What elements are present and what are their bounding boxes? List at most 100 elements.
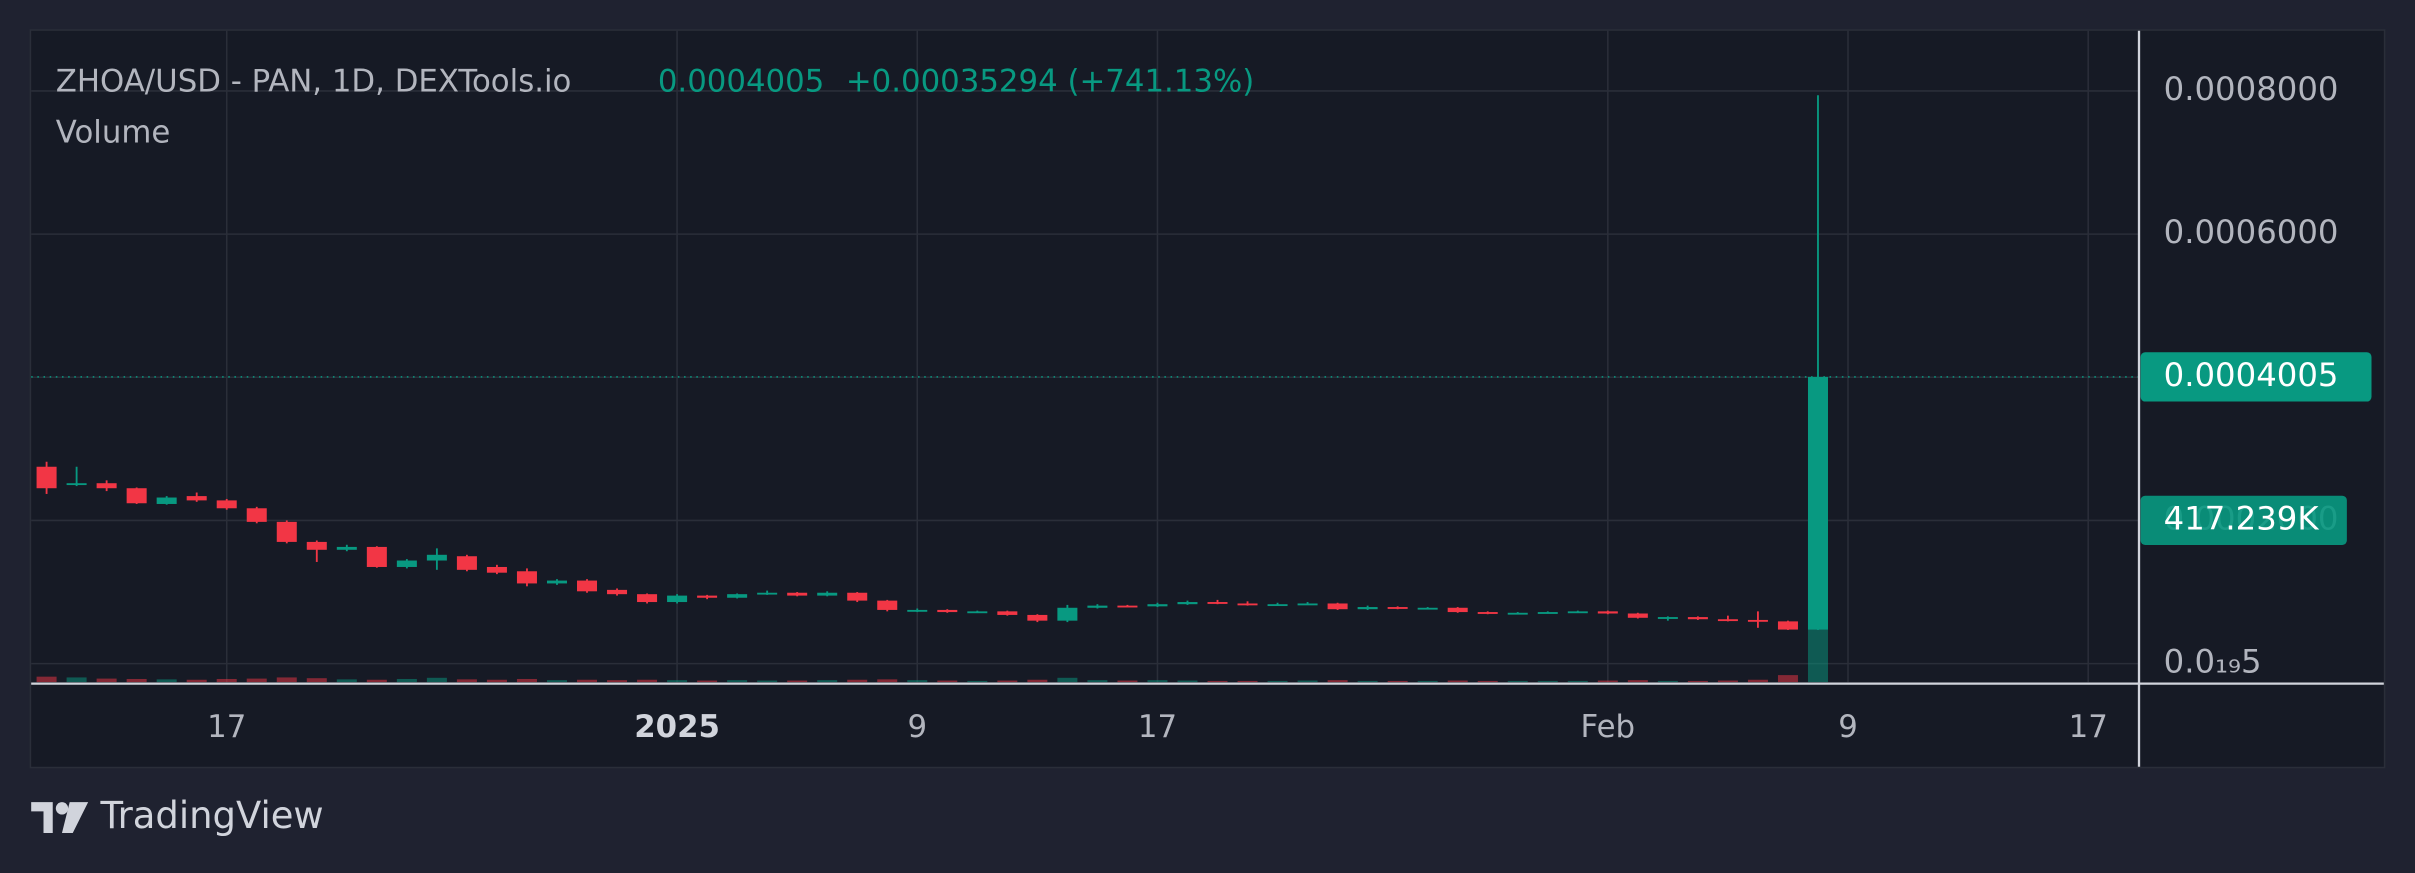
candle (1177, 600, 1198, 605)
candle-body (1627, 613, 1648, 618)
candle-body (1147, 604, 1168, 607)
candle-body (1777, 621, 1798, 630)
volume-bar (1267, 680, 1288, 683)
candle (967, 610, 988, 614)
candle-body (156, 497, 177, 504)
candle-body (697, 595, 718, 598)
candle-body (907, 609, 928, 612)
candle (1687, 616, 1708, 620)
candle (186, 492, 207, 502)
volume-bar (276, 677, 297, 683)
candle (907, 608, 928, 613)
candle (697, 594, 718, 600)
candle (1627, 612, 1648, 619)
candle-body (1567, 611, 1588, 614)
candle-body (1597, 611, 1618, 614)
candle-body (1717, 619, 1738, 622)
candle (1807, 95, 1828, 630)
candle (847, 592, 868, 603)
candle-body (607, 589, 628, 595)
candle (246, 506, 267, 524)
candle (1057, 604, 1078, 623)
volume-bar (246, 678, 267, 683)
candle-body (216, 500, 237, 509)
candle-body (637, 594, 658, 603)
candle (757, 590, 778, 595)
volume-bar (546, 680, 567, 683)
volume-bar (1717, 680, 1738, 683)
x-tick-label: 2025 (634, 709, 720, 745)
candle-body (1177, 602, 1198, 605)
candle-body (366, 546, 387, 567)
candles (36, 95, 1828, 630)
x-tick-label: 9 (1838, 709, 1858, 745)
candle-body (516, 571, 537, 584)
candle-body (1027, 614, 1048, 621)
volume-bar (1477, 680, 1498, 683)
candle-body (937, 609, 958, 613)
candle-body (1447, 607, 1468, 613)
volume-bar (186, 679, 207, 683)
volume-bar (486, 679, 507, 683)
candle (1507, 612, 1528, 615)
candle (1417, 607, 1438, 610)
candle-body (396, 560, 417, 567)
candle (336, 544, 357, 552)
candle (997, 610, 1018, 616)
axes: 0.00080000.00060000.00040000.00020000.0₁… (207, 70, 2372, 745)
candle (1477, 611, 1498, 615)
candle-body (847, 592, 868, 601)
candle-body (336, 546, 357, 550)
volume-bar (1357, 680, 1378, 683)
volume-bar (426, 677, 447, 683)
last-price: 0.0004005 (658, 64, 824, 100)
volume-bar (967, 680, 988, 683)
volume-bar (667, 680, 688, 683)
candle (1657, 616, 1678, 621)
candle (607, 588, 628, 596)
volume-bar (1027, 679, 1048, 683)
candle-body (1387, 607, 1408, 609)
candle-body (126, 488, 147, 504)
volume-bar (1597, 680, 1618, 683)
candle (426, 548, 447, 570)
volume-bar (877, 679, 898, 683)
candle (546, 579, 567, 585)
candle (937, 609, 958, 613)
candle (1327, 602, 1348, 610)
volume-bar (336, 679, 357, 683)
volume-bar (847, 679, 868, 683)
volume-bar (1567, 680, 1588, 683)
candle-body (306, 541, 327, 550)
volume-legend: Volume (56, 114, 170, 150)
candle (787, 592, 808, 597)
volume-bar (757, 680, 778, 683)
candle (36, 461, 57, 494)
price-label: 0.0004005 (2164, 356, 2339, 394)
candle-body (1087, 605, 1108, 608)
y-tick-label: 0.0₁₉5 (2164, 643, 2262, 681)
volume-bar (96, 678, 117, 683)
candle-body (997, 611, 1018, 615)
candle (1447, 607, 1468, 613)
volume-bar (126, 678, 147, 683)
brand-name: TradingView (99, 794, 323, 837)
candle-body (1297, 603, 1318, 606)
candle (306, 540, 327, 562)
chart-panel (29, 29, 2386, 769)
candle-body (186, 496, 207, 501)
candle-body (1267, 604, 1288, 607)
candle-body (66, 483, 87, 486)
volume-bar (1327, 680, 1348, 683)
candle (1147, 602, 1168, 608)
volume-bar (787, 680, 808, 683)
candle (1267, 602, 1288, 607)
volume-bar (306, 678, 327, 683)
candle-body (36, 466, 57, 489)
candle-body (1477, 612, 1498, 614)
volume-bar (1627, 680, 1648, 683)
volume-bar (156, 679, 177, 683)
candle (96, 480, 117, 492)
candle (1207, 599, 1228, 605)
